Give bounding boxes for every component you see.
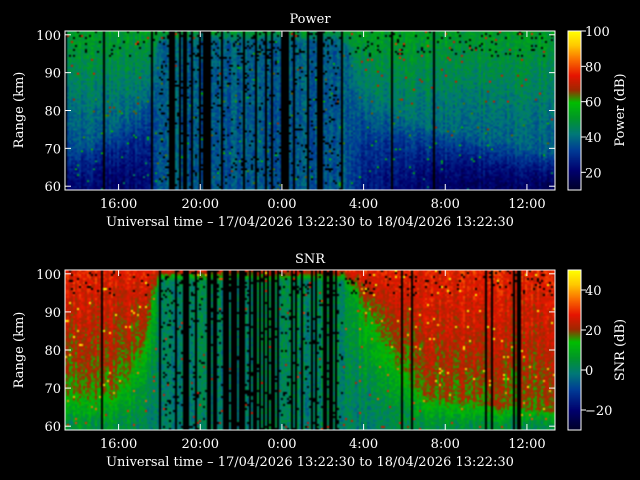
power-title: Power (289, 12, 331, 27)
y-tick-label: 60 (44, 180, 61, 195)
y-tick-label: 100 (36, 29, 61, 44)
snr-ylabel: Range (km) (12, 312, 27, 389)
colorbar-tick-label: 20 (585, 166, 602, 181)
snr-x-ticks: 16:00 20:00 0:00 4:00 8:00 12:00 (100, 270, 546, 452)
colorbar-tick-label: 40 (585, 284, 602, 299)
power-heatmap (65, 31, 555, 190)
x-tick-label: 4:00 (349, 197, 378, 212)
y-tick-label: 80 (44, 105, 61, 120)
power-ylabel: Range (km) (12, 72, 27, 149)
x-tick-label: 8:00 (431, 437, 460, 452)
snr-panel: SNR 60 70 80 90 100 16:00 20:00 0:00 4:00 8:00 12… (12, 252, 628, 470)
snr-colorbar (568, 270, 581, 430)
y-tick-label: 90 (44, 67, 61, 82)
snr-colorbar-ticks: −20 0 20 40 (581, 284, 612, 419)
y-tick-label: 70 (44, 382, 61, 397)
power-colorbar-label: Power (dB) (613, 73, 628, 146)
power-xlabel: Universal time – 17/04/2026 13:22:30 to … (106, 215, 514, 230)
snr-heatmap (65, 270, 555, 430)
power-panel: Power 60 70 80 90 100 16:00 20:00 0:00 4:00 8:00… (12, 12, 628, 230)
power-colorbar-ticks: 20 40 60 80 100 (581, 25, 610, 181)
snr-colorbar-label: SNR (dB) (613, 319, 628, 381)
x-tick-label: 16:00 (100, 437, 137, 452)
colorbar-tick-label: 0 (585, 364, 593, 379)
y-tick-label: 80 (44, 344, 61, 359)
colorbar-tick-label: 40 (585, 131, 602, 146)
x-tick-label: 0:00 (267, 437, 296, 452)
colorbar-tick-label: 20 (585, 324, 602, 339)
x-tick-label: 20:00 (182, 197, 219, 212)
x-tick-label: 8:00 (431, 197, 460, 212)
power-colorbar-frame (567, 30, 582, 191)
x-tick-label: 12:00 (508, 197, 545, 212)
power-y-ticks: 60 70 80 90 100 (36, 29, 555, 195)
x-tick-label: 20:00 (182, 437, 219, 452)
power-x-ticks: 16:00 20:00 0:00 4:00 8:00 12:00 (100, 31, 546, 212)
snr-y-ticks: 60 70 80 90 100 (36, 268, 555, 435)
colorbar-tick-label: 60 (585, 96, 602, 111)
colorbar-tick-label: 100 (585, 25, 610, 40)
y-tick-label: 60 (44, 420, 61, 435)
snr-title: SNR (295, 252, 326, 267)
y-tick-label: 100 (36, 268, 61, 283)
x-tick-label: 0:00 (267, 197, 296, 212)
snr-colorbar-frame (567, 269, 582, 431)
power-colorbar (568, 31, 581, 190)
x-tick-label: 16:00 (100, 197, 137, 212)
colorbar-tick-label: 80 (585, 60, 602, 75)
y-tick-label: 70 (44, 142, 61, 157)
colorbar-tick-label: −20 (585, 404, 612, 419)
x-tick-label: 12:00 (508, 437, 545, 452)
x-tick-label: 4:00 (349, 437, 378, 452)
y-tick-label: 90 (44, 306, 61, 321)
snr-xlabel: Universal time – 17/04/2026 13:22:30 to … (106, 455, 514, 470)
